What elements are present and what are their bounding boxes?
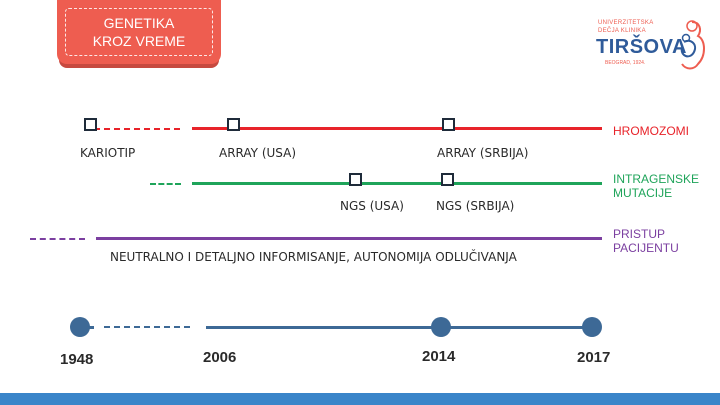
year-2017-label: 2017 — [577, 349, 611, 366]
pristup-label: PRISTUP PACIJENTU — [613, 227, 679, 255]
pristup-caption: NEUTRALNO I DETALJNO INFORMISANJE, AUTON… — [110, 250, 517, 264]
hromozomi-dashed-line — [84, 128, 180, 130]
intragenske-label: INTRAGENSKE MUTACIJE — [613, 172, 700, 200]
year-2006-label: 2006 — [203, 349, 237, 366]
year-1948-dot — [70, 317, 90, 337]
title-frame: GENETIKA KROZ VREME — [65, 8, 213, 56]
array-usa-label: ARRAY (USA) — [219, 146, 297, 160]
hromozomi-label: HROMOZOMI — [613, 124, 689, 138]
year-1948-label: 1948 — [60, 351, 94, 368]
intragenske-line — [192, 182, 602, 185]
title-box: GENETIKA KROZ VREME — [57, 0, 221, 64]
ngs-usa-marker — [349, 173, 362, 186]
mother-child-icon — [680, 20, 705, 70]
logo-subtitle: BEOGRAD, 1924. — [605, 60, 646, 66]
intragenske-dashed-line — [150, 183, 181, 185]
array-usa-marker — [227, 118, 240, 131]
year-2014-dot — [431, 317, 451, 337]
kariotip-label: KARIOTIP — [80, 146, 136, 160]
timeline-line — [206, 326, 594, 329]
hromozomi-line — [192, 127, 602, 130]
logo-name: TIRŠOVA — [596, 36, 687, 58]
ngs-srbija-label: NGS (SRBIJA) — [436, 199, 515, 213]
title-line-1: GENETIKA — [103, 15, 175, 31]
array-srbija-label: ARRAY (SRBIJA) — [437, 146, 529, 160]
logo-text-top: UNIVERZITETSKA DEČJA KLINIKA — [598, 20, 654, 34]
pristup-dashed-line — [30, 238, 85, 240]
array-srbija-marker — [442, 118, 455, 131]
bottom-bar — [0, 393, 720, 405]
clinic-logo: UNIVERZITETSKA DEČJA KLINIKA TIRŠOVA BEOG… — [588, 16, 713, 76]
title-line-2: KROZ VREME — [92, 33, 186, 49]
kariotip-marker — [84, 118, 97, 131]
year-2014-label: 2014 — [422, 348, 456, 365]
ngs-srbija-marker — [441, 173, 454, 186]
pristup-line — [96, 237, 602, 240]
timeline-dashed-line — [104, 326, 190, 328]
year-2017-dot — [582, 317, 602, 337]
ngs-usa-label: NGS (USA) — [340, 199, 404, 213]
